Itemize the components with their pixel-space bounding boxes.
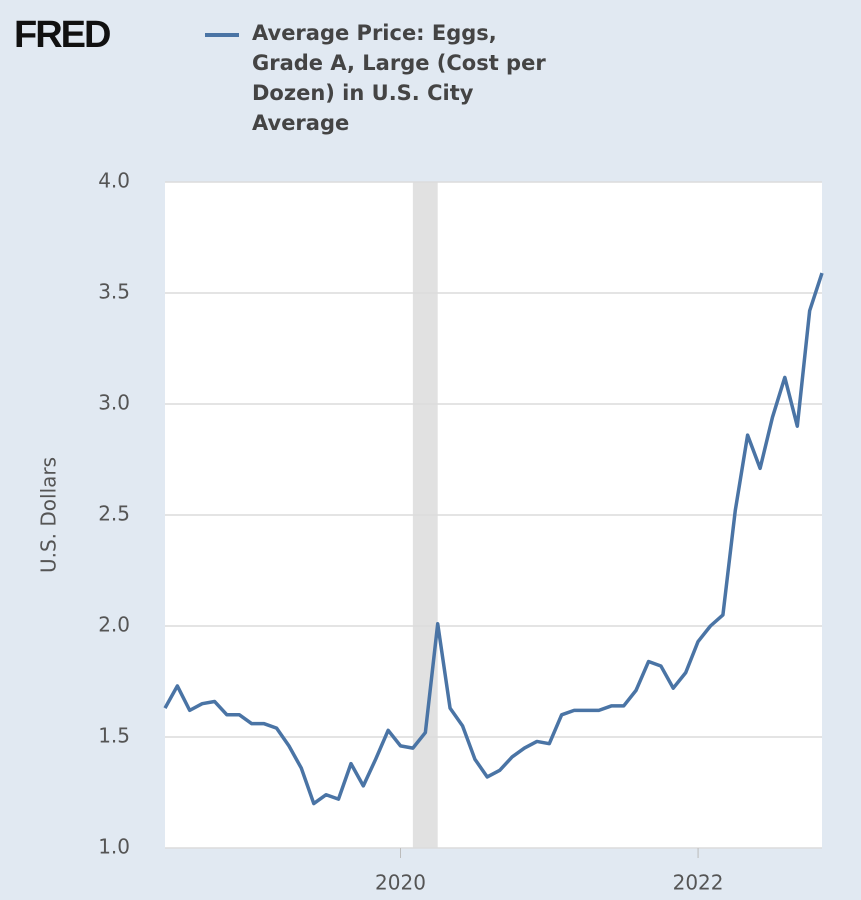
- legend-label: Average Price: Eggs, Grade A, Large (Cos…: [252, 21, 546, 135]
- legend-swatch: [205, 33, 239, 37]
- y-tick-label: 2.5: [98, 502, 130, 526]
- y-tick-label: 2.0: [98, 613, 130, 637]
- x-tick-label: 2020: [375, 871, 426, 895]
- x-tick-label: 2022: [673, 871, 724, 895]
- data-line: [163, 272, 824, 806]
- y-axis-label: U.S. Dollars: [37, 457, 61, 573]
- logo: FRED: [14, 14, 111, 56]
- y-tick-label: 4.0: [98, 169, 130, 193]
- y-tick-label: 1.0: [98, 835, 130, 859]
- y-tick-label: 3.5: [98, 280, 130, 304]
- y-tick-label: 1.5: [98, 724, 130, 748]
- y-tick-label: 3.0: [98, 391, 130, 415]
